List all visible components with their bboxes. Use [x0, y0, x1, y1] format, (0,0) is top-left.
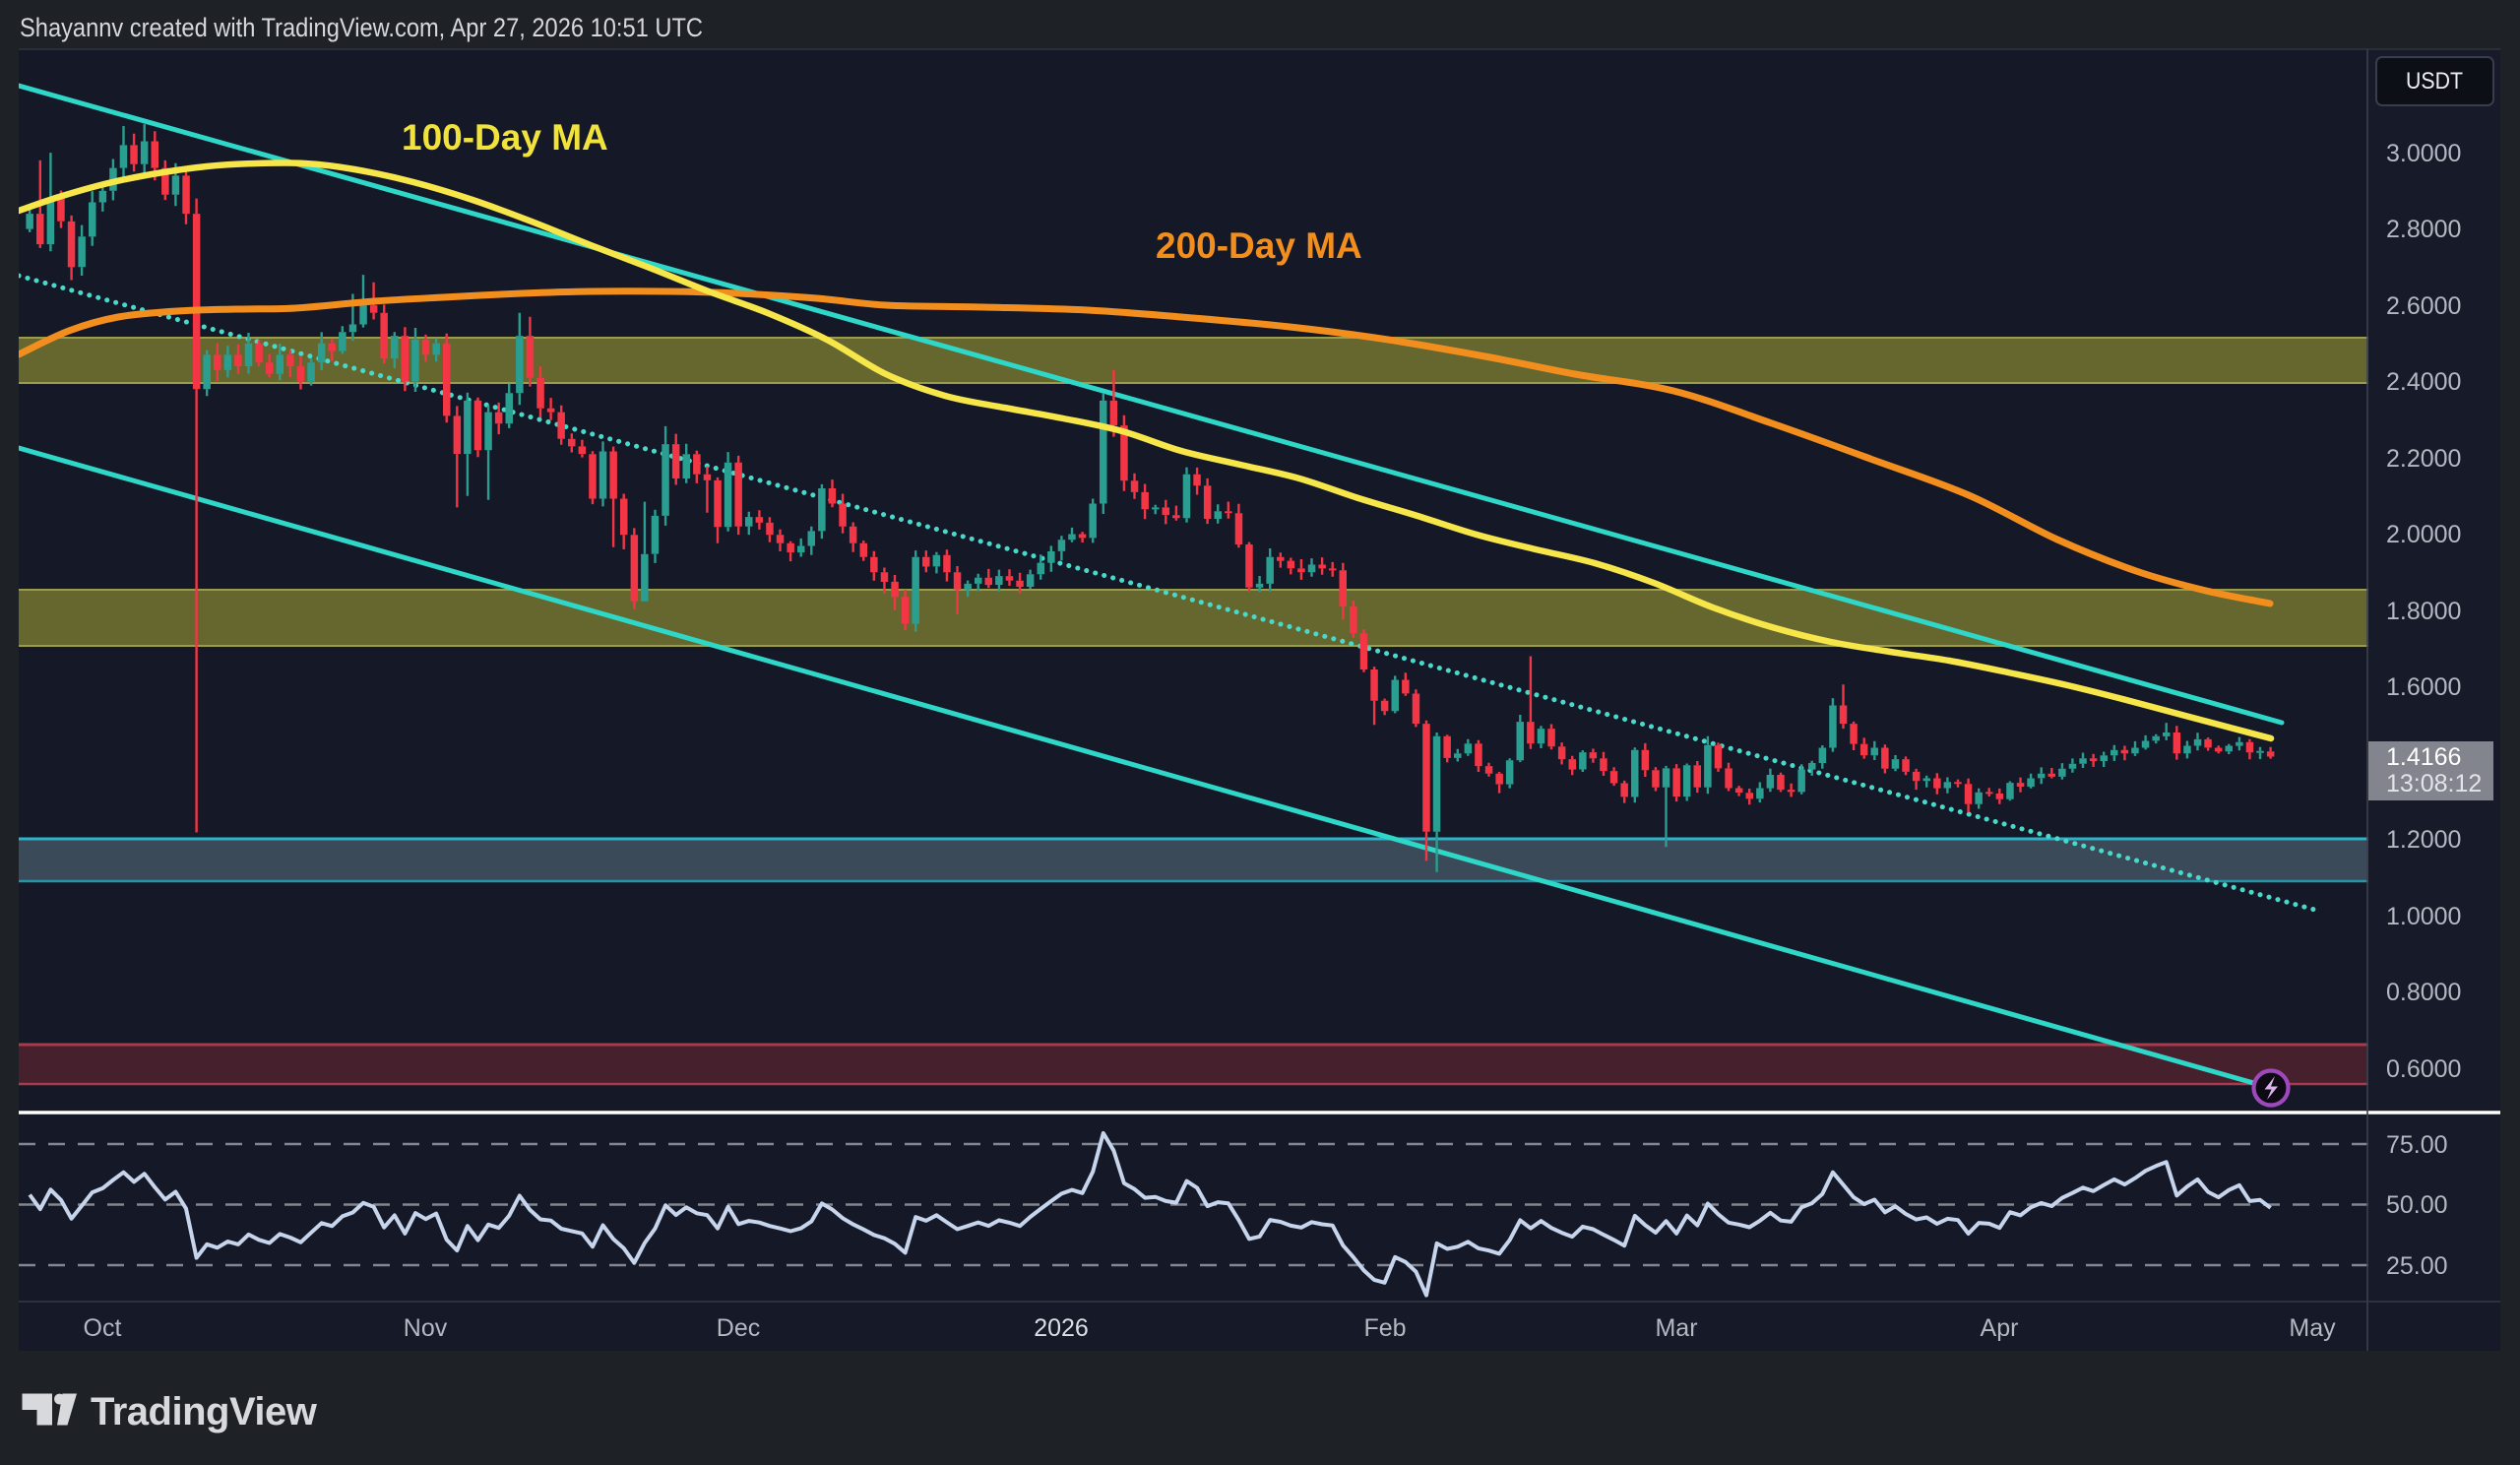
svg-text:75.00: 75.00 [2386, 1131, 2448, 1159]
svg-text:TradingView: TradingView [91, 1390, 318, 1433]
svg-text:2.8000: 2.8000 [2386, 216, 2461, 243]
svg-text:Shayannv created with TradingV: Shayannv created with TradingView.com, A… [20, 13, 703, 42]
svg-text:13:08:12: 13:08:12 [2386, 770, 2482, 797]
svg-text:25.00: 25.00 [2386, 1252, 2448, 1280]
svg-text:200-Day MA: 200-Day MA [1156, 225, 1362, 266]
svg-text:0.6000: 0.6000 [2386, 1055, 2461, 1083]
svg-text:2.6000: 2.6000 [2386, 292, 2461, 320]
svg-text:100-Day MA: 100-Day MA [402, 117, 608, 158]
svg-text:1.6000: 1.6000 [2386, 673, 2461, 701]
svg-text:Dec: Dec [717, 1314, 760, 1342]
svg-text:2026: 2026 [1034, 1314, 1089, 1342]
svg-text:Oct: Oct [84, 1314, 122, 1342]
svg-text:1.8000: 1.8000 [2386, 598, 2461, 625]
svg-text:2.0000: 2.0000 [2386, 521, 2461, 548]
svg-text:Mar: Mar [1655, 1314, 1697, 1342]
svg-text:50.00: 50.00 [2386, 1191, 2448, 1219]
svg-text:May: May [2289, 1314, 2336, 1342]
svg-text:2.2000: 2.2000 [2386, 445, 2461, 473]
svg-text:3.0000: 3.0000 [2386, 140, 2461, 167]
svg-text:2.4000: 2.4000 [2386, 368, 2461, 396]
svg-text:0.8000: 0.8000 [2386, 979, 2461, 1006]
svg-text:Apr: Apr [1981, 1314, 2019, 1342]
svg-text:1.2000: 1.2000 [2386, 826, 2461, 854]
svg-text:Feb: Feb [1363, 1314, 1406, 1342]
svg-text:1.0000: 1.0000 [2386, 903, 2461, 930]
svg-text:Nov: Nov [404, 1314, 448, 1342]
svg-text:1.4166: 1.4166 [2386, 743, 2461, 771]
svg-text:USDT: USDT [2406, 68, 2463, 95]
